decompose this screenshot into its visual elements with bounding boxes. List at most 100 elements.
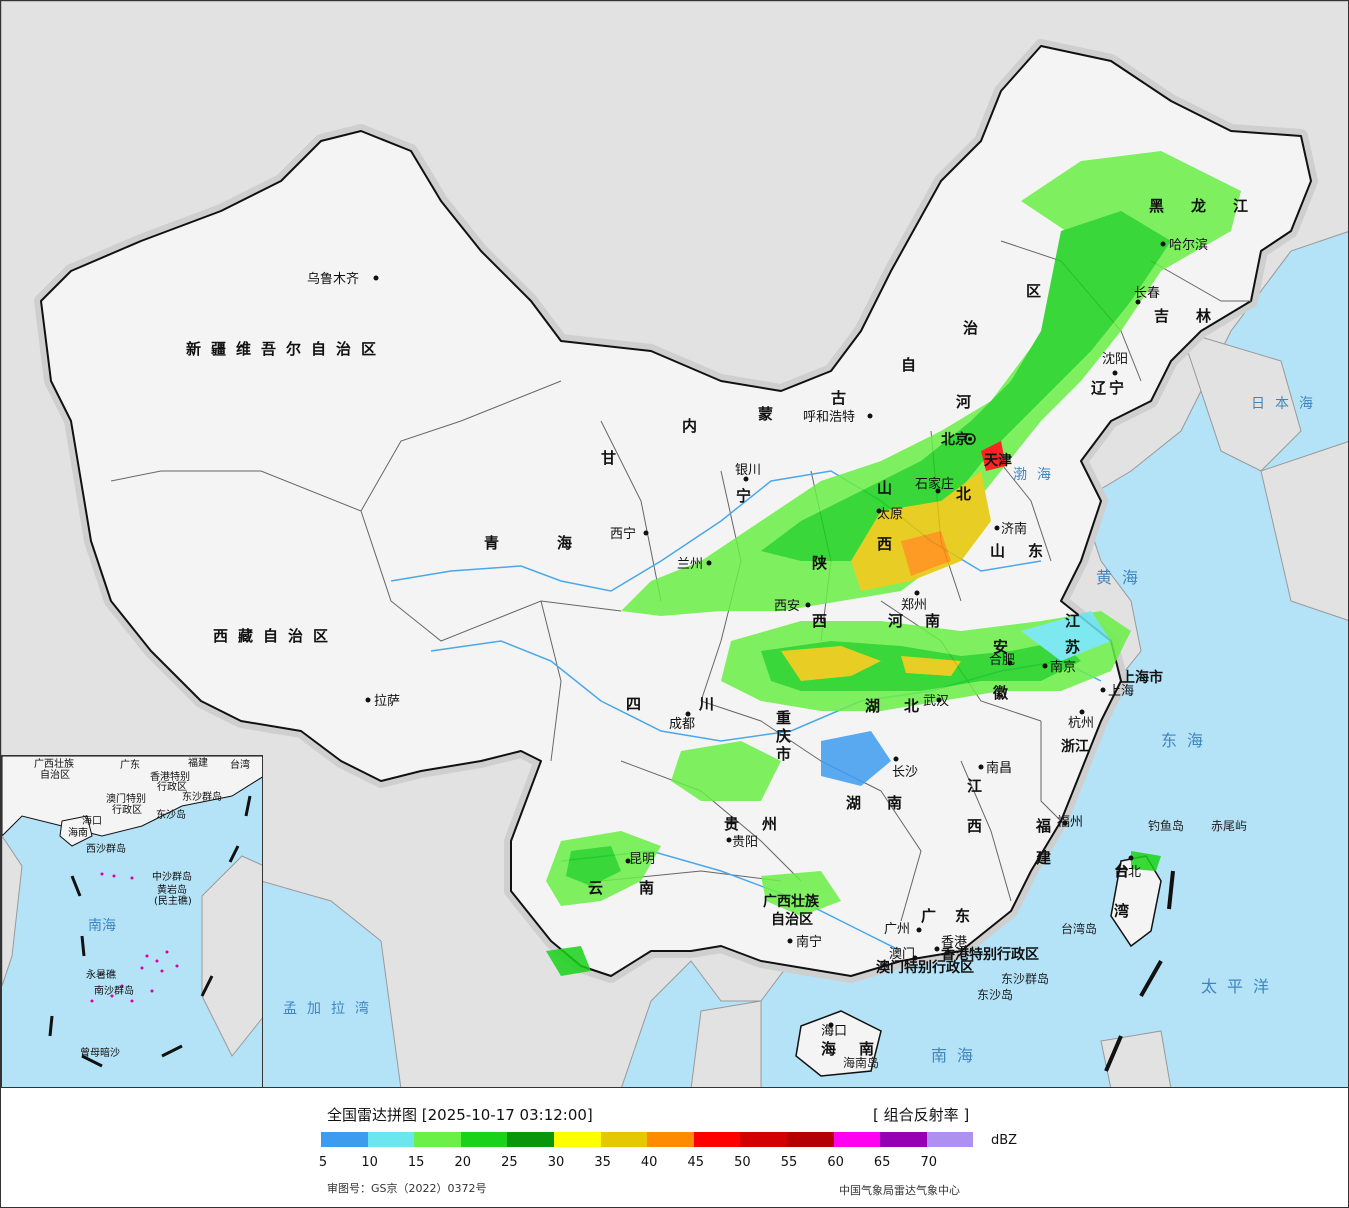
label-xizang: 西藏自治区 [213, 627, 338, 645]
approval-number: 审图号：GS京（2022）0372号 [327, 1182, 487, 1195]
label-hubei-1: 湖 [865, 697, 890, 715]
label-ningxia: 宁 [736, 487, 761, 505]
province-labels-small: 上海市 浙江 广西壮族 自治区 天津 北京 香港特别行政区 澳门特别行政区 [763, 431, 1163, 976]
legend-tick-label: 55 [780, 1155, 798, 1170]
label-heilongjiang-1: 黑 [1149, 197, 1174, 215]
legend-swatch [507, 1132, 554, 1147]
label-jiangxi-1: 江 [967, 777, 992, 795]
inset-label-nansha: 南沙群岛 [94, 984, 134, 997]
label-beijing: 北京 [941, 431, 969, 448]
label-hainan-1: 海 [821, 1040, 846, 1058]
inset-label-haikou: 海口 [82, 814, 102, 827]
label-chongqing-1: 重 [776, 709, 801, 727]
label-yunnan-1: 云 [588, 879, 613, 897]
legend-tick-label: 65 [873, 1155, 891, 1170]
inset-label-guangxi2: 自治区 [40, 768, 70, 781]
label-shanghai: 上海市 [1121, 669, 1163, 686]
label-qinghai-1: 青 [484, 534, 509, 552]
city-harbin: 哈尔滨 [1169, 237, 1208, 253]
label-hebei-1: 河 [956, 393, 981, 411]
province-labels: 新疆维吾尔自治区 西藏自治区 青 海 甘 内 蒙 古 自 治 区 黑 龙 江 吉… [186, 197, 1258, 1058]
legend-swatch [321, 1132, 368, 1147]
label-tianjin: 天津 [984, 452, 1012, 469]
city-hefei: 合肥 [989, 653, 1015, 668]
hainan-island [795, 1010, 882, 1077]
label-sichuan-2: 川 [698, 695, 724, 713]
legend-tick-label: 60 [827, 1155, 844, 1170]
legend-tick-label: 15 [407, 1155, 425, 1170]
sea-mengjiala: 孟加拉湾 [283, 1000, 379, 1017]
sea-donghai: 东海 [1161, 731, 1213, 750]
inset-label-fujian: 福建 [188, 756, 208, 769]
island-taiwandao: 台湾岛 [1061, 921, 1097, 936]
label-jilin-1: 吉 [1154, 307, 1179, 325]
city-changsha: 长沙 [892, 765, 918, 780]
map-canvas: 新疆维吾尔自治区 西藏自治区 青 海 甘 内 蒙 古 自 治 区 黑 龙 江 吉… [1, 1, 1348, 1087]
city-fuzhou: 福州 [1057, 815, 1083, 830]
label-shandong-1: 山 [990, 542, 1015, 560]
legend-title: 全国雷达拼图 [2025-10-17 03:12:00] [327, 1106, 593, 1124]
inset-label-zengmu: 曾母暗沙 [80, 1046, 120, 1059]
label-xinjiang: 新疆维吾尔自治区 [186, 340, 386, 358]
inset-canvas: 广西壮族 自治区 广东 福建 台湾 香港特别 行政区 澳门特别 行政区 东沙群岛… [2, 756, 262, 1068]
city-nanning: 南宁 [796, 934, 822, 950]
legend-area: 全国雷达拼图 [2025-10-17 03:12:00] [ 组合反射率 ] d… [0, 1088, 1349, 1208]
label-shandong-2: 东 [1028, 542, 1053, 560]
radar-map: 新疆维吾尔自治区 西藏自治区 青 海 甘 内 蒙 古 自 治 区 黑 龙 江 吉… [0, 0, 1349, 1088]
label-shanxi-2: 西 [877, 535, 902, 553]
label-shaanxi-2: 西 [812, 612, 837, 630]
city-xining: 西宁 [610, 526, 636, 542]
inset-label-dongsha-islands: 东沙群岛 [182, 790, 222, 803]
legend-tick-label: 45 [687, 1155, 705, 1170]
inset-label-guangxi: 广西壮族 [34, 757, 74, 770]
inset-label-hk2: 行政区 [157, 780, 187, 793]
city-nanjing: 南京 [1050, 659, 1076, 675]
inset-label-zhongsha: 中沙群岛 [152, 870, 192, 883]
city-shanghai: 上海 [1108, 684, 1134, 699]
label-neimenggu-6: 区 [1026, 282, 1051, 300]
vietnam-land [690, 1000, 762, 1087]
label-hunan-1: 湖 [846, 794, 871, 812]
inset-label-macau: 澳门特别 [106, 792, 146, 805]
legend-color-bar [321, 1132, 974, 1147]
city-lanzhou: 兰州 [677, 557, 703, 572]
city-xianggang: 香港 [941, 935, 967, 950]
label-anhui-2: 徽 [992, 684, 1018, 702]
legend-swatch [600, 1132, 648, 1147]
label-hubei-2: 北 [904, 697, 929, 715]
label-jilin-2: 林 [1196, 307, 1221, 325]
legend-swatch [740, 1132, 787, 1147]
label-guangdong-1: 广 [921, 907, 946, 925]
legend-tick-label: 10 [361, 1155, 378, 1170]
city-hangzhou: 杭州 [1068, 716, 1094, 731]
legend-tick-label: 25 [501, 1155, 518, 1170]
label-macau: 澳门特别行政区 [876, 959, 974, 976]
sea-huanghai: 黄海 [1096, 568, 1148, 587]
sea-nanhai: 南海 [931, 1046, 983, 1065]
label-guangxi-1: 广西壮族 [763, 893, 820, 910]
label-guangxi-2: 自治区 [771, 911, 813, 928]
label-sichuan-1: 四 [626, 695, 651, 713]
radar-echoes [546, 151, 1241, 976]
label-zhejiang: 浙江 [1061, 738, 1089, 755]
sea-taipingyang: 太平洋 [1201, 977, 1279, 996]
label-heilongjiang-3: 江 [1233, 197, 1258, 215]
city-shijiazhuang: 石家庄 [915, 476, 954, 492]
label-hainan-2: 南 [859, 1040, 884, 1058]
label-jiangsu-1: 江 [1065, 612, 1090, 630]
label-henan-2: 南 [925, 612, 950, 630]
legend-swatch [926, 1132, 974, 1147]
label-guangdong-2: 东 [955, 907, 980, 925]
island-chiwei: 赤尾屿 [1211, 819, 1247, 833]
city-nanchang: 南昌 [986, 760, 1012, 776]
label-guizhou-1: 贵 [724, 815, 749, 833]
credit-text: 中国气象局雷达气象中心 [839, 1184, 960, 1197]
island-diaoyu: 钓鱼岛 [1148, 818, 1184, 833]
label-hk: 香港特别行政区 [940, 946, 1039, 963]
inset-label-hainan: 海南 [68, 826, 88, 839]
sea-labels: 渤海 黄海 东海 南海 日本海 太平洋 孟加拉湾 [283, 396, 1313, 1065]
inset-label-yongshu: 永暑礁 [86, 968, 116, 981]
legend-swatch [693, 1132, 741, 1147]
label-neimenggu-2: 蒙 [758, 405, 783, 423]
inset-label-taiwan: 台湾 [230, 758, 250, 771]
